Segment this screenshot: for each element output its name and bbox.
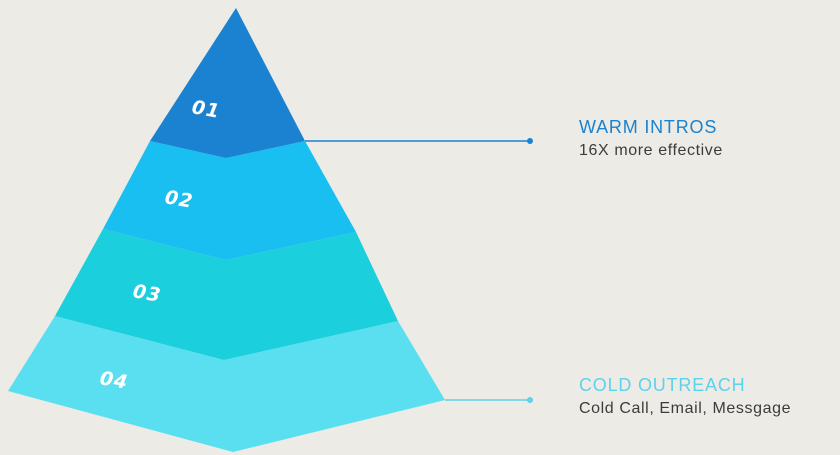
tier-label-04: 04: [98, 367, 130, 394]
pyramid-tier-02: [103, 141, 356, 260]
tier-label-02: 02: [163, 186, 195, 213]
cold-outreach-callout: COLD OUTREACH Cold Call, Email, Messgage: [579, 374, 791, 419]
cold-outreach-title: COLD OUTREACH: [579, 375, 746, 395]
warm-intros-title: WARM INTROS: [579, 117, 718, 137]
pyramid-tier-04: [8, 316, 445, 452]
tier-label-01: 01: [190, 96, 222, 123]
warm-intros-callout: WARM INTROS 16X more effective: [579, 116, 723, 161]
warm-connector-dot: [527, 138, 533, 144]
cold-outreach-subtitle: Cold Call, Email, Messgage: [579, 400, 792, 417]
tier-label-03: 03: [131, 280, 163, 307]
warm-intros-subtitle: 16X more effective: [579, 142, 723, 159]
pyramid-tier-03: [55, 229, 398, 360]
pyramid-tier-01: [150, 8, 305, 158]
cold-connector-dot: [527, 397, 533, 403]
